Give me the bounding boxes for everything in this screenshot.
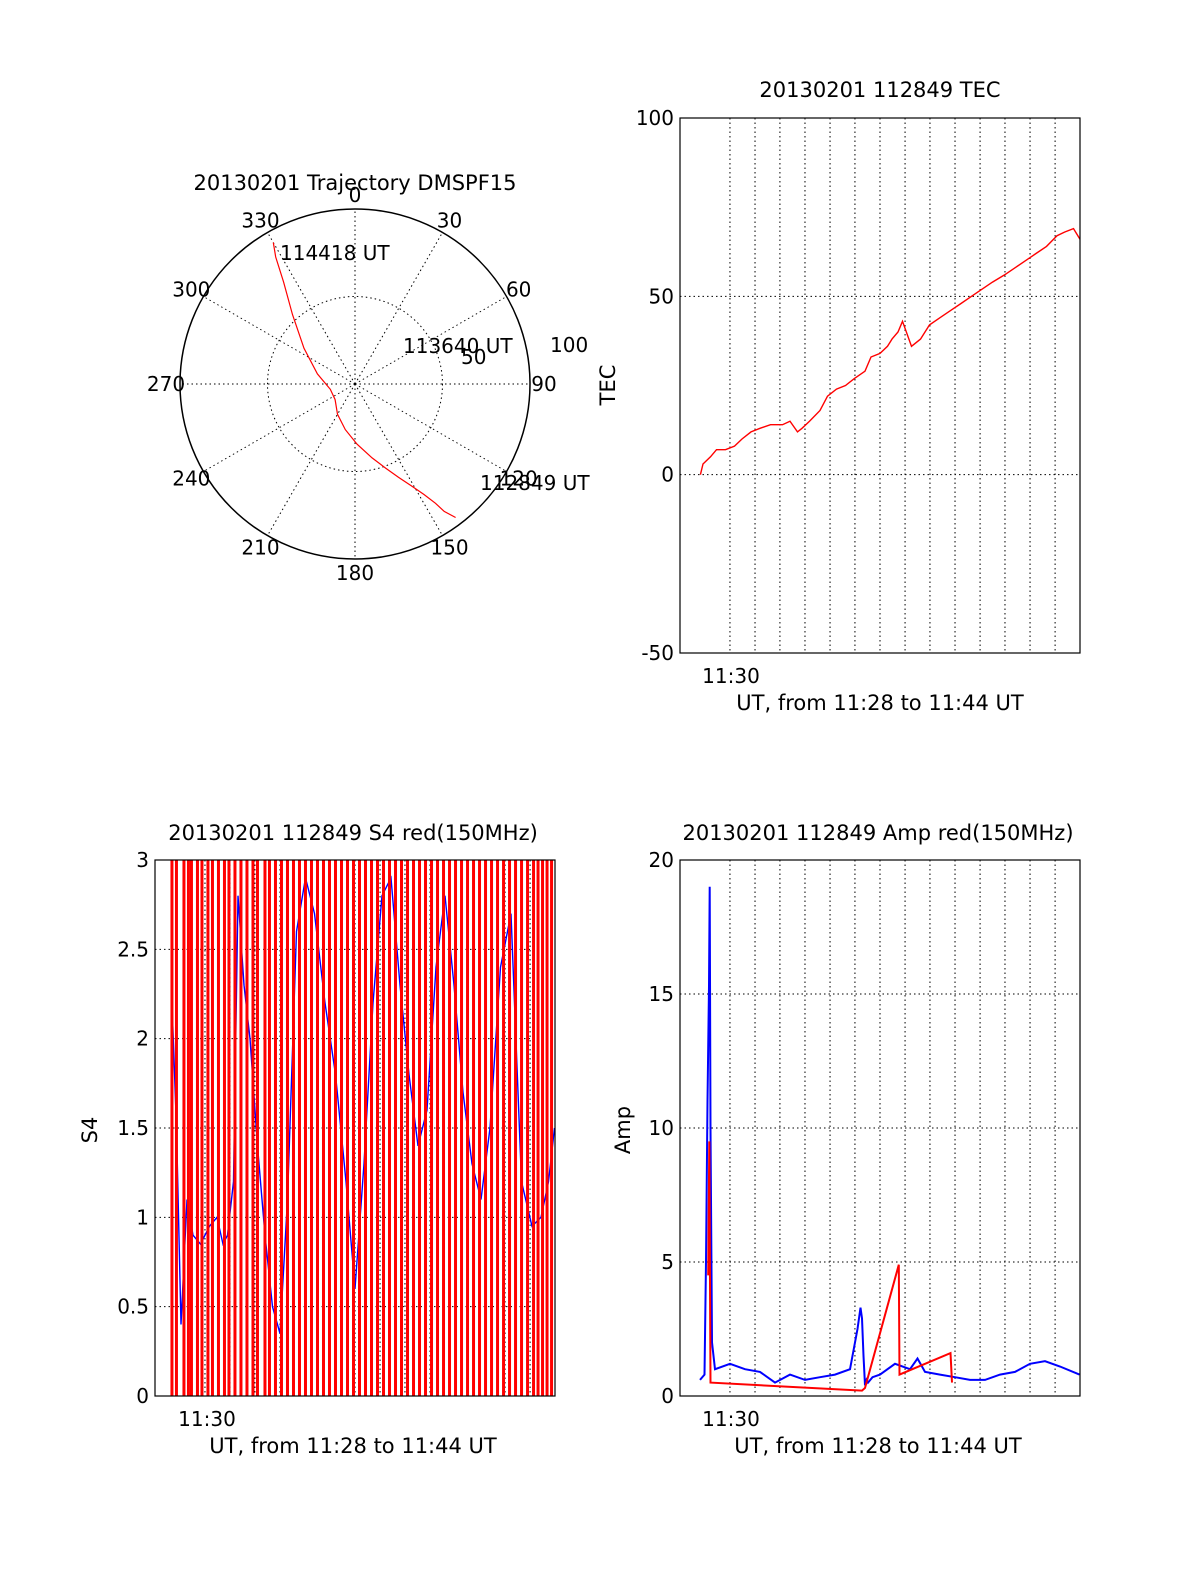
trajectory-polar-panel: 20130201 Trajectory DMSPF15 0 30 60 90 120 15… [147, 171, 590, 585]
y-tick-label: -50 [641, 641, 674, 665]
s4-xlabel: UT, from 11:28 to 11:44 UT [209, 1434, 497, 1458]
series-line [699, 886, 1080, 1386]
polar-angle-label: 240 [172, 467, 210, 491]
annotation-start-time: 112849 UT [480, 471, 590, 495]
y-tick-label: 0 [136, 1384, 149, 1408]
polar-angle-label: 60 [506, 278, 531, 302]
series-line [707, 1141, 953, 1392]
polar-angle-label: 180 [336, 561, 374, 585]
polar-outer-circle [179, 208, 531, 560]
y-tick-label: 100 [636, 106, 674, 130]
tec-title: 20130201 112849 TEC [759, 78, 1000, 102]
plot-frame [679, 117, 1081, 654]
y-tick-label: 20 [649, 848, 674, 872]
amp-ylabel: Amp [611, 1106, 635, 1154]
polar-inner-circle [267, 296, 443, 472]
polar-angle-label: 270 [147, 372, 185, 396]
polar-angle-label: 150 [430, 536, 468, 560]
polar-radial-label-50: 50 [461, 345, 486, 369]
amp-panel: 20130201 112849 Amp red(150MHz) UT, from… [611, 821, 1081, 1458]
tec-panel: 20130201 112849 TEC UT, from 11:28 to 11… [596, 78, 1081, 715]
s4-xtick-1130: 11:30 [178, 1407, 236, 1431]
polar-angle-label: 30 [437, 208, 462, 232]
plot-frame [679, 859, 1081, 1397]
polar-angle-label: 0 [349, 183, 362, 207]
y-tick-label: 2 [136, 1027, 149, 1051]
s4-panel: 20130201 112849 S4 red(150MHz) UT, from … [78, 821, 556, 1458]
annotation-end-time: 114418 UT [280, 241, 390, 265]
y-tick-label: 1 [136, 1205, 149, 1229]
tec-xlabel: UT, from 11:28 to 11:44 UT [736, 691, 1024, 715]
y-tick-label: 1.5 [117, 1116, 149, 1140]
amp-xlabel: UT, from 11:28 to 11:44 UT [734, 1434, 1022, 1458]
polar-spoke [203, 383, 356, 472]
tec-ylabel: TEC [596, 365, 620, 407]
polar-angle-label: 120 [500, 467, 538, 491]
polar-angle-label: 210 [241, 536, 279, 560]
polar-radial-label-100: 100 [550, 333, 588, 357]
polar-spoke [267, 383, 356, 536]
trajectory-line [272, 242, 456, 519]
y-tick-label: 2.5 [117, 937, 149, 961]
y-tick-label: 10 [649, 1116, 674, 1140]
y-tick-label: 3 [136, 848, 149, 872]
s4-title: 20130201 112849 S4 red(150MHz) [168, 821, 538, 845]
y-tick-label: 50 [649, 284, 674, 308]
polar-angle-label: 300 [172, 278, 210, 302]
tec-xtick-1130: 11:30 [702, 664, 760, 688]
y-tick-label: 15 [649, 982, 674, 1006]
polar-title: 20130201 Trajectory DMSPF15 [193, 171, 516, 195]
plot-frame [154, 859, 556, 1397]
amp-xtick-1130: 11:30 [702, 1407, 760, 1431]
amp-title: 20130201 112849 Amp red(150MHz) [682, 821, 1073, 845]
y-tick-label: 0 [661, 1384, 674, 1408]
y-tick-label: 0 [661, 463, 674, 487]
series-line [699, 227, 1081, 475]
polar-grid [179, 208, 531, 560]
y-tick-label: 0.5 [117, 1295, 149, 1319]
s4-ylabel: S4 [78, 1117, 102, 1144]
polar-angle-label: 330 [241, 208, 279, 232]
annotation-mid-time: 113640 UT [403, 334, 513, 358]
y-tick-label: 5 [661, 1250, 674, 1274]
polar-angle-label: 90 [531, 372, 556, 396]
polar-angle-labels: 0 30 60 90 120 150 180 210 240 270 300 330 [147, 183, 557, 585]
